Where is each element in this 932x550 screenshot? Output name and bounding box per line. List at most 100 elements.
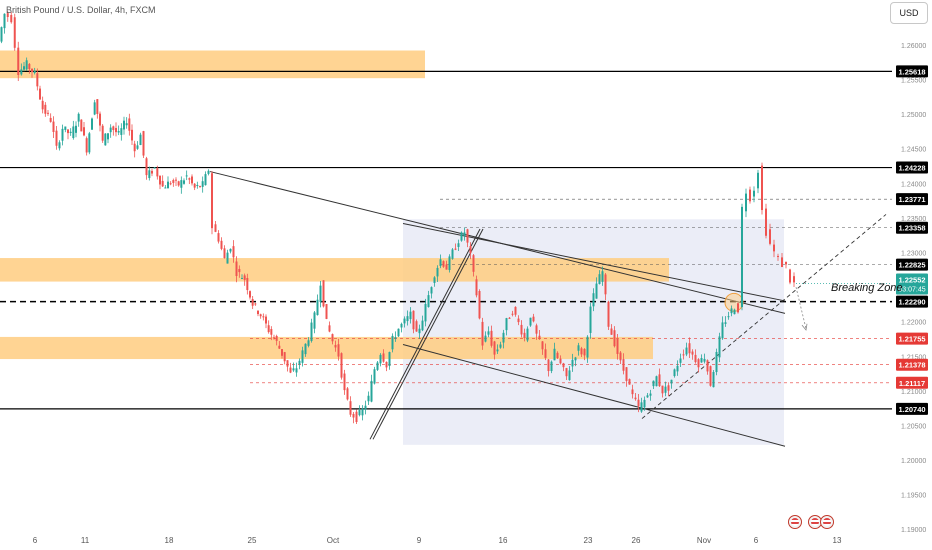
candle-body: [109, 127, 112, 133]
candle-body: [196, 185, 199, 187]
candle-body: [249, 291, 251, 298]
price-level-tag: [896, 221, 928, 234]
candle-body: [319, 285, 322, 302]
candle-body: [286, 360, 289, 367]
candle-body: [613, 330, 616, 347]
candle-body: [436, 267, 439, 277]
candle-body: [553, 348, 556, 361]
candle-body: [773, 244, 775, 252]
us-flag-icon[interactable]: [788, 515, 802, 529]
candle-body: [188, 178, 191, 180]
candle-body: [112, 126, 115, 131]
candle-body: [123, 120, 125, 130]
candle-body: [325, 304, 328, 319]
candle-body: [39, 88, 41, 100]
candle-body: [514, 306, 517, 315]
candle-body: [685, 347, 688, 355]
candle-body: [568, 370, 571, 381]
candle-body: [172, 180, 175, 183]
y-tick-label: 1.25000: [901, 112, 926, 119]
candle-body: [691, 351, 694, 355]
candle-body: [167, 181, 169, 189]
price-level-tag: [896, 358, 928, 371]
candle-body: [235, 261, 238, 277]
candle-body: [85, 138, 88, 153]
candle-body: [41, 100, 44, 110]
candle-body: [466, 229, 469, 243]
candle-body: [586, 336, 589, 358]
breaking-zone-label: Breaking Zone: [831, 282, 903, 294]
y-tick-label: 1.23000: [901, 251, 926, 258]
candle-body: [58, 142, 61, 149]
candle-body: [115, 128, 117, 133]
candle-body: [460, 232, 463, 241]
candle-body: [661, 385, 664, 394]
candle-body: [47, 112, 49, 114]
candle-body: [226, 252, 229, 264]
candle-body: [592, 293, 595, 307]
candle-body: [20, 69, 23, 75]
y-tick-label: 1.25500: [901, 78, 926, 85]
candle-body: [145, 158, 148, 176]
candle-body: [741, 206, 743, 308]
candle-body: [718, 336, 721, 358]
candle-body: [430, 287, 433, 294]
candle-body: [598, 274, 601, 284]
candle-body: [649, 393, 652, 396]
candle-body: [251, 299, 254, 306]
candle-body: [664, 386, 667, 393]
candle-body: [559, 358, 562, 364]
supply-demand-zone: [0, 50, 425, 79]
candle-body: [316, 299, 319, 316]
candle-body: [31, 68, 33, 73]
price-level-tag: [896, 161, 928, 174]
candle-body: [670, 379, 673, 384]
x-tick-label: 23: [584, 536, 593, 545]
candle-body: [454, 248, 457, 250]
candle-body: [749, 189, 751, 202]
x-tick-label: 9: [417, 536, 422, 545]
candle-body: [44, 104, 47, 114]
candle-body: [328, 325, 331, 332]
breakout-circle: [724, 292, 744, 312]
currency-button[interactable]: USD: [890, 2, 928, 24]
candle-body: [679, 358, 682, 363]
candle-body: [724, 322, 727, 324]
y-tick-label: 1.19000: [901, 527, 926, 534]
candle-body: [159, 175, 161, 185]
candle-body: [257, 310, 259, 315]
us-flag-icon[interactable]: [820, 515, 834, 529]
x-tick-label: 6: [33, 536, 38, 545]
price-level-tag: [896, 295, 928, 308]
candle-body: [183, 180, 185, 184]
candle-body: [715, 351, 718, 373]
candle-body: [164, 187, 167, 189]
candle-body: [278, 345, 281, 349]
candle-body: [745, 193, 747, 212]
x-tick-label: Nov: [697, 536, 711, 545]
candle-body: [427, 295, 430, 308]
candle-body: [789, 269, 791, 283]
bar-countdown-label: 03:07:45: [898, 287, 925, 294]
candle-body: [340, 353, 343, 378]
candle-body: [382, 353, 385, 362]
candle-body: [505, 318, 508, 331]
candle-body: [49, 117, 52, 122]
price-level-label: 1.22290: [898, 298, 925, 307]
candle-body: [765, 208, 767, 236]
candle-body: [83, 127, 85, 136]
candle-body: [259, 314, 262, 317]
candle-body: [304, 343, 307, 355]
candle-body: [682, 354, 685, 356]
range-box: [403, 219, 784, 445]
candle-body: [607, 301, 610, 327]
candle-body: [508, 317, 511, 319]
x-tick-label: 13: [833, 536, 842, 545]
candle-body: [229, 248, 232, 252]
candle-body: [33, 70, 36, 73]
candle-body: [667, 385, 670, 391]
candle-body: [313, 312, 316, 329]
candle-body: [619, 352, 622, 361]
candle-body: [526, 328, 529, 341]
